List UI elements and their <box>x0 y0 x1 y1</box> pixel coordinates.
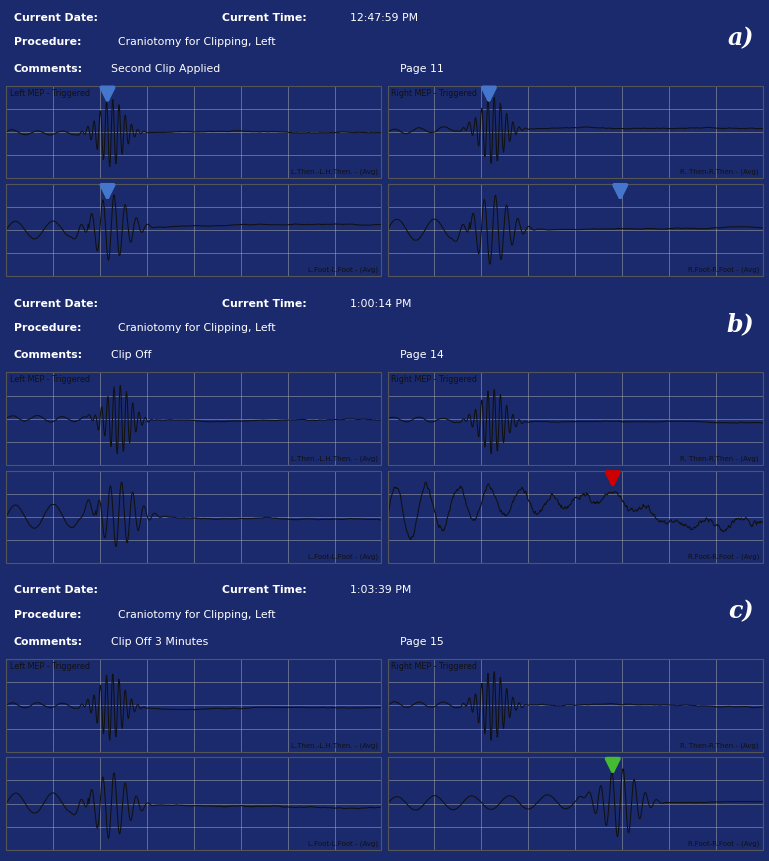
Text: Current Time:: Current Time: <box>221 585 307 596</box>
Text: L.Then.-L.H.Then. - (Avg): L.Then.-L.H.Then. - (Avg) <box>291 455 378 462</box>
Text: R. Then-R.Then - (Avg): R. Then-R.Then - (Avg) <box>681 455 759 462</box>
Text: Right MEP - Triggered: Right MEP - Triggered <box>391 662 478 671</box>
Text: Page 15: Page 15 <box>400 637 444 647</box>
Text: Procedure:: Procedure: <box>14 610 82 620</box>
Text: Current Time:: Current Time: <box>221 299 307 309</box>
Text: L.Then.-L.H.Then. - (Avg): L.Then.-L.H.Then. - (Avg) <box>291 169 378 176</box>
Text: Comments:: Comments: <box>14 637 83 647</box>
Text: a): a) <box>727 27 754 51</box>
Text: Right MEP - Triggered: Right MEP - Triggered <box>391 375 478 384</box>
Text: Craniotomy for Clipping, Left: Craniotomy for Clipping, Left <box>118 610 275 620</box>
Text: c): c) <box>728 599 754 623</box>
Text: 1:00:14 PM: 1:00:14 PM <box>351 299 412 309</box>
Text: Comments:: Comments: <box>14 350 83 361</box>
Text: Current Date:: Current Date: <box>14 13 98 22</box>
Text: R. Then-R.Then - (Avg): R. Then-R.Then - (Avg) <box>681 742 759 749</box>
Text: R.Foot-R.Foot - (Avg): R.Foot-R.Foot - (Avg) <box>687 266 759 273</box>
Text: Procedure:: Procedure: <box>14 37 82 46</box>
Text: 12:47:59 PM: 12:47:59 PM <box>351 13 418 22</box>
Text: Comments:: Comments: <box>14 65 83 74</box>
Text: Craniotomy for Clipping, Left: Craniotomy for Clipping, Left <box>118 323 275 333</box>
Text: Second Clip Applied: Second Clip Applied <box>111 65 220 74</box>
Text: Clip Off 3 Minutes: Clip Off 3 Minutes <box>111 637 208 647</box>
Text: Craniotomy for Clipping, Left: Craniotomy for Clipping, Left <box>118 37 275 46</box>
Text: L.Foot-L.Foot - (Avg): L.Foot-L.Foot - (Avg) <box>308 266 378 273</box>
Text: Current Time:: Current Time: <box>221 13 307 22</box>
Text: R. Then-R.Then - (Avg): R. Then-R.Then - (Avg) <box>681 169 759 176</box>
Text: Page 14: Page 14 <box>400 350 444 361</box>
Text: L.Then.-L.H.Then. - (Avg): L.Then.-L.H.Then. - (Avg) <box>291 742 378 749</box>
Text: Left MEP - Triggered: Left MEP - Triggered <box>10 375 90 384</box>
Text: Page 11: Page 11 <box>400 65 444 74</box>
Text: b): b) <box>726 313 754 337</box>
Text: Current Date:: Current Date: <box>14 585 98 596</box>
Text: Left MEP - Triggered: Left MEP - Triggered <box>10 662 90 671</box>
Text: Right MEP - Triggered: Right MEP - Triggered <box>391 89 478 98</box>
Text: Procedure:: Procedure: <box>14 323 82 333</box>
Text: Left MEP - Triggered: Left MEP - Triggered <box>10 89 90 98</box>
Text: R.Foot-R.Foot - (Avg): R.Foot-R.Foot - (Avg) <box>687 554 759 561</box>
Text: Clip Off: Clip Off <box>111 350 151 361</box>
Text: L.Foot-L.Foot - (Avg): L.Foot-L.Foot - (Avg) <box>308 554 378 561</box>
Text: Current Date:: Current Date: <box>14 299 98 309</box>
Text: R.Foot-R.Foot - (Avg): R.Foot-R.Foot - (Avg) <box>687 840 759 847</box>
Text: L.Foot-L.Foot - (Avg): L.Foot-L.Foot - (Avg) <box>308 840 378 847</box>
Text: 1:03:39 PM: 1:03:39 PM <box>351 585 412 596</box>
